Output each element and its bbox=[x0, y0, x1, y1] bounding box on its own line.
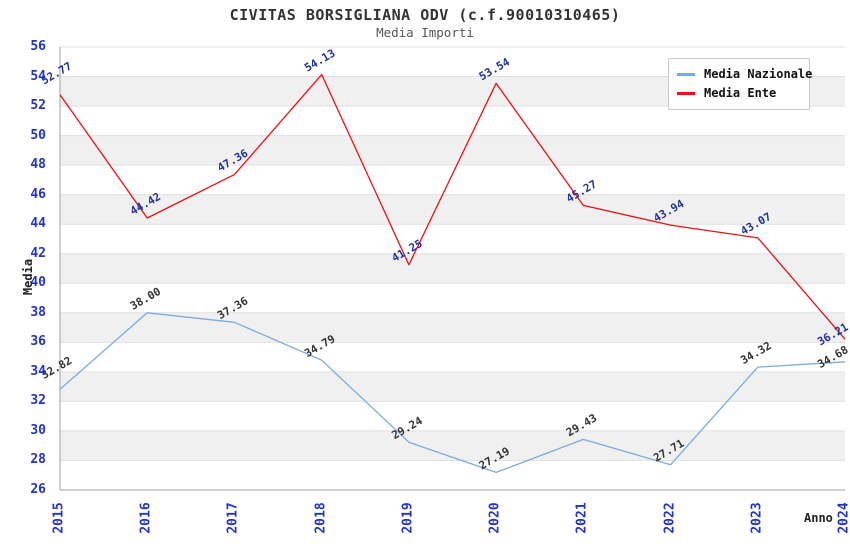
legend-swatch-media-ente-icon bbox=[677, 92, 695, 95]
y-axis-tick-label: 34 bbox=[30, 363, 46, 379]
plot-band bbox=[60, 135, 845, 166]
y-axis-tick-label: 36 bbox=[30, 334, 46, 350]
plot-band bbox=[60, 430, 845, 461]
x-axis-tick-label: 2016 bbox=[138, 502, 154, 534]
x-axis-tick-label: 2024 bbox=[836, 502, 850, 534]
data-point-label: 38.00 bbox=[128, 285, 163, 313]
y-axis-tick-label: 28 bbox=[30, 452, 46, 468]
plot-band bbox=[60, 371, 845, 402]
x-axis-title: Anno bbox=[804, 511, 833, 525]
x-axis-tick-label: 2019 bbox=[400, 502, 416, 534]
y-axis-tick-label: 42 bbox=[30, 245, 46, 261]
chart-title: CIVITAS BORSIGLIANA ODV (c.f.90010310465… bbox=[229, 6, 621, 24]
data-point-label: 54.13 bbox=[302, 47, 337, 75]
plot-band bbox=[60, 253, 845, 284]
series-line-media-nazionale bbox=[59, 312, 846, 474]
y-axis-tick-label: 52 bbox=[30, 98, 46, 114]
legend-item-media-nazionale: Media Nazionale bbox=[677, 68, 812, 81]
legend: Media Nazionale Media Ente bbox=[668, 58, 812, 110]
y-axis-tick-label: 30 bbox=[30, 422, 46, 438]
x-axis-tick-label: 2022 bbox=[662, 502, 678, 534]
legend-label-media-ente: Media Ente bbox=[704, 86, 777, 100]
y-axis-tick-label: 46 bbox=[30, 186, 46, 202]
legend-item-media-ente: Media Ente bbox=[677, 87, 801, 100]
series-line-media-ente bbox=[59, 73, 846, 340]
chart-subtitle: Media Importi bbox=[376, 25, 474, 40]
y-axis-tick-label: 32 bbox=[30, 393, 46, 409]
y-axis-title: Media bbox=[21, 258, 35, 296]
y-axis-tick-label: 54 bbox=[30, 68, 46, 84]
x-axis-tick-label: 2018 bbox=[313, 502, 329, 534]
x-axis-tick-label: 2021 bbox=[574, 502, 590, 534]
x-axis-tick-label: 2017 bbox=[225, 502, 241, 534]
x-axis-tick-label: 2023 bbox=[749, 502, 765, 534]
x-axis-tick-label: 2015 bbox=[51, 502, 67, 534]
y-axis-tick-label: 40 bbox=[30, 275, 46, 291]
y-axis-tick-label: 48 bbox=[30, 157, 46, 173]
y-axis-tick-label: 44 bbox=[30, 216, 46, 232]
plot-band bbox=[60, 312, 845, 343]
y-axis-tick-label: 26 bbox=[30, 482, 46, 497]
data-point-label: 34.32 bbox=[738, 339, 773, 367]
x-axis-tick-label: 2020 bbox=[487, 502, 503, 534]
y-axis-tick-label: 56 bbox=[30, 39, 46, 54]
legend-label-media-nazionale: Media Nazionale bbox=[704, 67, 813, 81]
legend-swatch-media-nazionale-icon bbox=[677, 73, 695, 76]
plot-band bbox=[60, 194, 845, 225]
y-axis-tick-label: 50 bbox=[30, 127, 46, 143]
y-axis-tick-label: 38 bbox=[30, 304, 46, 320]
